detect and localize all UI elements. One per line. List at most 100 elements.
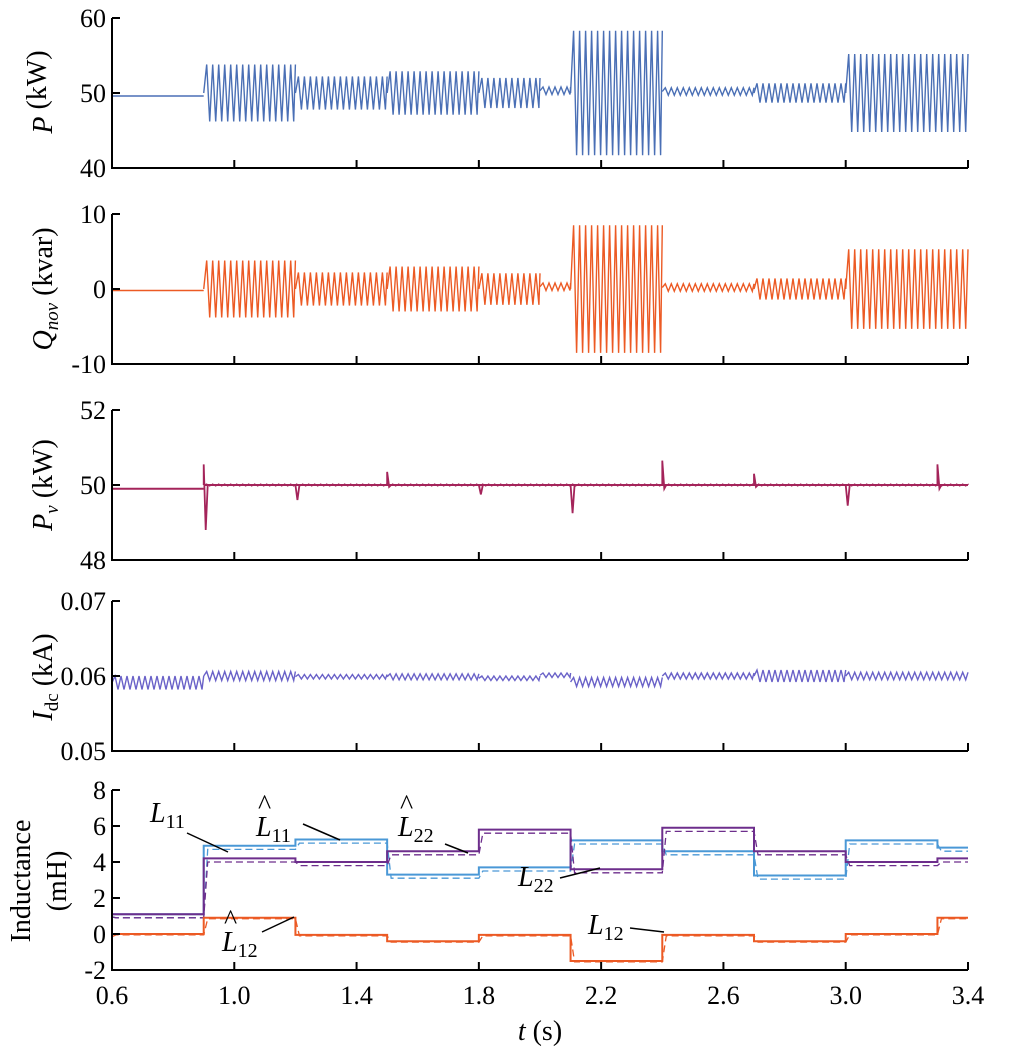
- panel-inductance: Inductance (mH) t (s) L11 L11 ^ L22 ^ L2…: [6, 776, 984, 1047]
- segment-idc-0: [111, 673, 205, 690]
- segment-p-3: [386, 71, 480, 115]
- segment-p-6: [569, 30, 663, 156]
- segment-p-4: [478, 77, 541, 109]
- svg-text:L22: L22: [517, 862, 554, 897]
- segment-p-5: [539, 85, 572, 97]
- xtick-label-6: 3.0: [829, 981, 862, 1010]
- segment-q-3: [386, 266, 480, 312]
- svg-text:L11: L11: [255, 812, 291, 847]
- segment-q-8: [753, 278, 847, 300]
- ylabel-inductance-line2: (mH): [42, 851, 73, 912]
- xlabel: t (s): [518, 1016, 562, 1047]
- segment-idc-9: [845, 670, 969, 682]
- series-idc: [111, 667, 969, 690]
- spike-pv-6: [753, 473, 759, 489]
- ytick-label-pv-0: 48: [80, 546, 106, 575]
- ylabel-inductance-line1: Inductance: [6, 820, 37, 943]
- spike-pv-1: [294, 484, 301, 501]
- ylabel-idc: Idc (kA): [28, 633, 63, 721]
- segment-p-9: [845, 53, 969, 133]
- ytick-label-ind-1: 0: [93, 920, 106, 949]
- ripple-pv: [203, 483, 969, 487]
- svg-text:L12: L12: [587, 910, 624, 945]
- panel-q: Qnov (kvar) -10 0 10: [28, 200, 969, 379]
- panel-p: P (kW) 40 50 60: [22, 4, 969, 183]
- ytick-label-idc-0: 0.05: [61, 737, 107, 766]
- annotation-L11-hat: L11 ^: [255, 790, 341, 847]
- ytick-label-q-1: 0: [93, 275, 106, 304]
- segment-q-4: [478, 273, 541, 305]
- svg-text:L22: L22: [397, 812, 434, 847]
- ytick-label-pv-2: 52: [80, 396, 106, 425]
- ylabel-pv: Pv (kW): [28, 439, 63, 532]
- spike-pv-3: [477, 484, 484, 495]
- ylabel-q: Qnov (kvar): [28, 227, 63, 350]
- segment-idc-7: [661, 671, 755, 681]
- svg-text:^: ^: [258, 790, 271, 821]
- ytick-label-ind-2: 2: [93, 884, 106, 913]
- svg-text:^: ^: [400, 790, 413, 821]
- segment-idc-6: [569, 675, 663, 690]
- segment-p-1: [203, 64, 297, 122]
- ylabel-p: P (kW): [22, 50, 59, 134]
- segment-p-8: [753, 83, 847, 103]
- svg-text:^: ^: [224, 905, 237, 936]
- ytick-label-q-2: 10: [80, 200, 106, 229]
- xtick-label-1: 1.0: [218, 981, 251, 1010]
- svg-text:L11: L11: [149, 798, 185, 833]
- segment-p-2: [294, 76, 388, 110]
- annotation-L12-hat: L12 ^: [221, 905, 295, 962]
- series-L22: [112, 826, 968, 916]
- spike-pv-5: [661, 460, 668, 492]
- ytick-label-idc-2: 0.07: [61, 587, 107, 616]
- ytick-label-p-0: 40: [80, 154, 106, 183]
- ytick-label-pv-1: 50: [80, 471, 106, 500]
- segment-idc-5: [539, 671, 572, 680]
- ytick-label-idc-1: 0.06: [61, 662, 107, 691]
- segment-q-7: [661, 281, 755, 294]
- ytick-label-q-0: -10: [71, 350, 106, 379]
- ytick-label-ind-3: 4: [93, 848, 106, 877]
- spike-pv-8: [936, 464, 943, 492]
- segment-q-2: [294, 272, 388, 306]
- xtick-label-7: 3.4: [952, 981, 985, 1010]
- xtick-label-3: 1.8: [463, 981, 496, 1010]
- annotation-L11: L11: [149, 798, 229, 853]
- segment-q-9: [845, 249, 969, 329]
- ytick-label-ind-5: 8: [93, 776, 106, 805]
- spike-pv-2: [386, 471, 392, 489]
- ytick-label-p-1: 50: [80, 79, 106, 108]
- annotation-L22-hat: L22 ^: [397, 790, 469, 854]
- ytick-label-ind-4: 6: [93, 812, 106, 841]
- series-p: [112, 30, 969, 156]
- xtick-label-0: 0.6: [96, 981, 129, 1010]
- estimate-L11: [111, 842, 968, 919]
- segment-idc-1: [203, 669, 297, 684]
- ytick-label-ind-0: -2: [84, 956, 106, 985]
- segment-q-5: [539, 281, 572, 293]
- segment-idc-4: [478, 674, 541, 683]
- xtick-label-2: 1.4: [340, 981, 373, 1010]
- panel-pv: Pv (kW) 48 50 52: [28, 396, 969, 575]
- segment-q-6: [569, 225, 663, 353]
- segment-idc-2: [295, 673, 388, 681]
- xtick-label-4: 2.2: [585, 981, 618, 1010]
- segment-q-1: [203, 260, 297, 318]
- xtick-label-5: 2.6: [707, 981, 740, 1010]
- ytick-label-p-2: 60: [80, 4, 106, 33]
- panel-idc: Idc (kA) 0.05 0.06 0.07: [28, 587, 969, 766]
- annotation-L12: L12: [587, 910, 665, 945]
- spike-pv-4: [569, 484, 576, 514]
- series-inductance: [111, 826, 968, 963]
- annotation-L22: L22: [517, 862, 601, 897]
- segment-idc-3: [386, 672, 480, 682]
- series-pv: [112, 460, 969, 531]
- spike-pv-7: [844, 484, 851, 506]
- spike-pv-0: [202, 464, 209, 531]
- series-L12: [112, 916, 968, 962]
- series-q: [112, 225, 969, 353]
- segment-idc-8: [753, 667, 847, 683]
- svg-text:L12: L12: [221, 927, 258, 962]
- segment-p-7: [661, 85, 755, 98]
